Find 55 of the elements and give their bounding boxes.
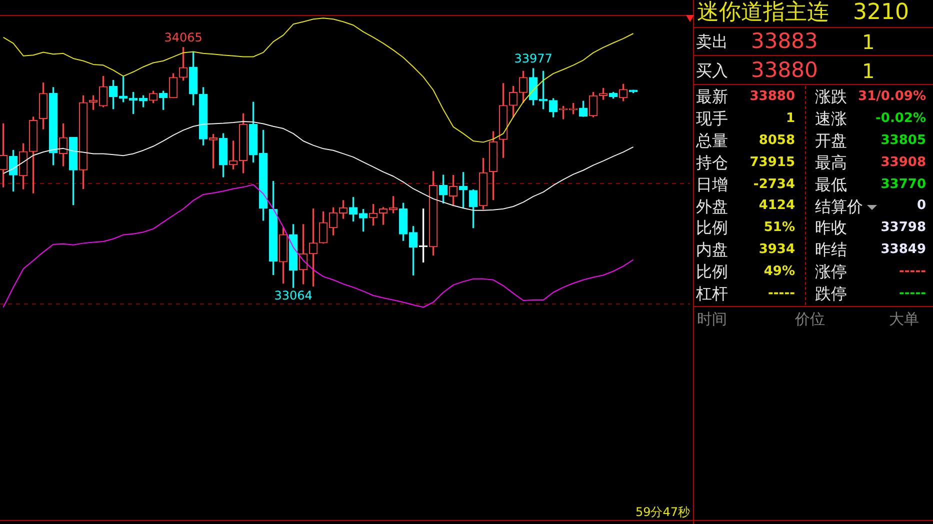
- text: 比例: [696, 218, 728, 238]
- text: 现手: [696, 108, 728, 128]
- text: 0: [916, 198, 926, 214]
- text: 持仓: [696, 152, 728, 172]
- text: 最高: [815, 152, 847, 172]
- text: 1: [786, 110, 795, 126]
- text: 最低: [815, 174, 847, 194]
- text: 73915: [750, 154, 795, 170]
- text: 迷你道指主连: [697, 0, 829, 27]
- text: 结算价: [815, 196, 863, 216]
- text: 33880: [751, 58, 818, 84]
- text: 昨结: [815, 240, 847, 260]
- text: 1: [862, 58, 875, 83]
- annotation: 33064: [274, 288, 312, 303]
- text: 最新: [696, 87, 728, 106]
- text: 33798: [880, 220, 926, 236]
- annotation: 33977: [514, 52, 552, 66]
- text: 51%: [764, 220, 795, 236]
- text: 开盘: [815, 130, 847, 150]
- text: 33770: [880, 176, 926, 192]
- text: 买入: [696, 61, 728, 80]
- text: 比例: [696, 262, 728, 282]
- text: 跌停: [815, 284, 847, 304]
- text: -----: [899, 264, 926, 280]
- text: 33883: [751, 28, 818, 54]
- text: 时间: [697, 310, 727, 328]
- text: 59分47秒: [635, 505, 690, 520]
- text: 3210: [853, 0, 909, 27]
- text: 速涨: [815, 108, 847, 128]
- text: 33805: [880, 132, 926, 148]
- text: 33908: [880, 154, 926, 170]
- text: 外盘: [696, 196, 728, 216]
- text: 49%: [764, 264, 795, 280]
- text: -----: [768, 286, 795, 302]
- text: 日增: [696, 174, 728, 194]
- text: 内盘: [696, 240, 728, 260]
- text: 昨收: [815, 218, 847, 238]
- text: 总量: [696, 130, 728, 150]
- text: 3934: [758, 242, 795, 258]
- text: 涨停: [815, 262, 847, 282]
- text: 杠杆: [696, 284, 728, 304]
- text: 33849: [880, 242, 926, 258]
- text: 价位: [794, 310, 826, 328]
- text: 大单: [889, 310, 919, 328]
- text: -0.02%: [876, 110, 926, 126]
- text: -----: [899, 286, 926, 302]
- annotation: 34065: [164, 30, 202, 45]
- text: 1: [862, 30, 875, 54]
- text: 33880: [750, 88, 795, 105]
- text: 4124: [758, 198, 795, 214]
- text: 涨跌: [815, 87, 847, 106]
- text: 31/0.09%: [858, 88, 926, 105]
- text: 卖出: [696, 32, 728, 52]
- text: -2734: [753, 176, 795, 192]
- text: 8058: [758, 132, 795, 148]
